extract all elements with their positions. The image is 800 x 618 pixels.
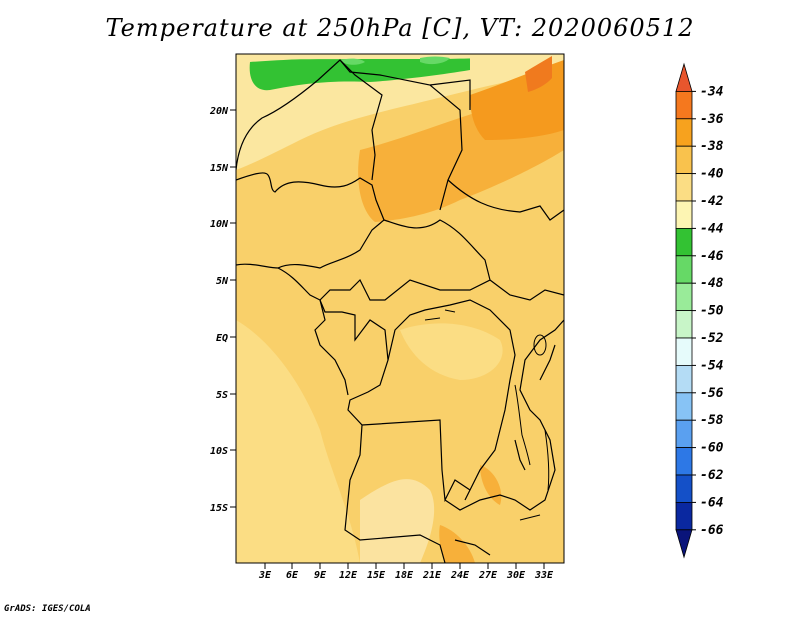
lat-label: 10S [210, 446, 228, 457]
lon-label: 15E [367, 570, 386, 581]
lon-tick: 6E [286, 563, 299, 581]
lon-tick: 18E [395, 563, 414, 581]
colorbar-swatch [675, 392, 693, 421]
colorbar-swatch [675, 337, 693, 366]
colorbar-label: -62 [700, 468, 724, 483]
colorbar-label: -56 [700, 386, 724, 401]
colorbar-swatch [675, 173, 693, 202]
lat-tick: 5N [216, 276, 236, 287]
lon-label: 3E [258, 570, 272, 581]
lat-tick: 15S [210, 503, 236, 514]
colorbar-label: -38 [700, 139, 724, 154]
temperature-field [236, 54, 564, 563]
lat-label: EQ [216, 333, 228, 344]
colorbar-swatch [675, 145, 693, 174]
colorbar-swatch [675, 364, 693, 394]
colorbar-label: -46 [700, 249, 724, 264]
lon-label: 18E [395, 570, 414, 581]
map-title: Temperature at 250hPa [C], VT: 202006051… [105, 14, 695, 42]
lat-label: 5N [216, 276, 229, 287]
lon-tick: 27E [478, 563, 498, 581]
credit-text: GrADS: IGES/COLA [4, 604, 91, 614]
colorbar-swatch [675, 474, 693, 503]
colorbar-label: -58 [700, 413, 724, 428]
colorbar-swatch [675, 310, 693, 339]
colorbar-label: -44 [700, 221, 724, 236]
colorbar-swatch [675, 118, 693, 147]
lon-tick: 3E [258, 563, 272, 581]
lon-tick: 30E [506, 563, 526, 581]
lon-label: 33E [534, 570, 554, 581]
colorbar: -34 -36 -38 -40 -42 -44 -46 -48 -50 -52 -54 -56 -58 -… [675, 62, 724, 559]
colorbar-swatch [675, 419, 693, 449]
lat-tick: 10S [210, 446, 236, 457]
colorbar-label: -42 [700, 194, 724, 209]
lon-tick: 12E [339, 563, 358, 581]
colorbar-swatch [675, 282, 693, 312]
lat-tick: 15N [210, 163, 236, 174]
lat-label: 15S [210, 503, 228, 514]
lon-tick: 9E [314, 563, 327, 581]
colorbar-label: -66 [700, 523, 724, 538]
lon-label: 27E [478, 570, 498, 581]
lon-label: 9E [314, 570, 327, 581]
latitude-axis: 20N 15N 10N 5N EQ 5S 10S 15S [209, 106, 236, 514]
lon-label: 30E [506, 570, 526, 581]
colorbar-swatch [675, 501, 693, 531]
colorbar-swatch [675, 447, 693, 476]
lat-label: 20N [209, 106, 229, 117]
colorbar-swatch [675, 255, 693, 284]
lat-tick: 5S [216, 390, 236, 401]
lat-label: 15N [210, 163, 229, 174]
lon-tick: 33E [534, 563, 554, 581]
colorbar-label: -50 [700, 304, 724, 319]
longitude-axis: 3E 6E 9E 12E 15E 18E 21E 24E 27E 30E 33E [258, 563, 554, 581]
lon-label: 6E [286, 570, 299, 581]
lat-tick: EQ [216, 333, 236, 344]
country-borders [236, 59, 564, 563]
colorbar-label: -52 [700, 331, 724, 346]
colorbar-label: -36 [700, 112, 724, 127]
map-frame [235, 53, 565, 564]
lon-tick: 21E [422, 563, 442, 581]
lon-label: 24E [450, 570, 470, 581]
lon-tick: 15E [367, 563, 386, 581]
lat-tick: 20N [209, 106, 236, 117]
colorbar-swatch [675, 227, 693, 257]
colorbar-swatch [675, 200, 693, 229]
colorbar-label: -48 [700, 276, 724, 291]
colorbar-label: -40 [700, 167, 724, 182]
lon-label: 12E [339, 570, 358, 581]
lat-label: 10N [210, 219, 229, 230]
colorbar-label: -54 [700, 358, 724, 373]
lon-label: 21E [422, 570, 442, 581]
colorbar-arrow-top [675, 62, 693, 92]
lat-tick: 10N [210, 219, 236, 230]
lat-label: 5S [216, 390, 228, 401]
lakes [424, 309, 550, 521]
colorbar-label: -34 [700, 84, 724, 99]
colorbar-label: -60 [700, 441, 724, 456]
colorbar-label: -64 [700, 495, 724, 510]
colorbar-arrow-bottom [675, 529, 693, 559]
lon-tick: 24E [450, 563, 470, 581]
colorbar-swatch [675, 91, 693, 120]
